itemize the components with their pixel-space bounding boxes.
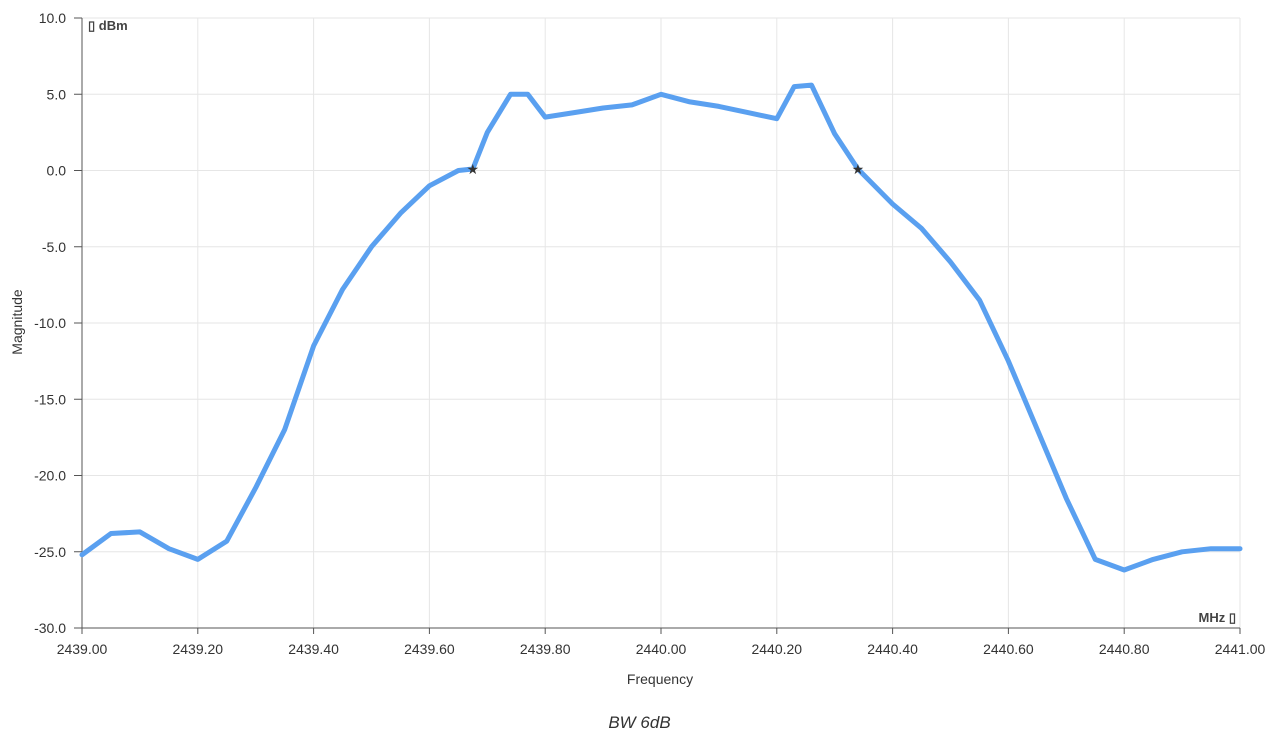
x-unit-label: MHz ▯ bbox=[1199, 610, 1236, 625]
data-point bbox=[601, 106, 605, 110]
data-point bbox=[659, 92, 663, 96]
data-point bbox=[254, 486, 258, 490]
y-unit-text: dBm bbox=[99, 18, 128, 33]
x-tick-label: 2439.80 bbox=[520, 641, 571, 657]
data-point bbox=[196, 557, 200, 561]
y-tick-label: -15.0 bbox=[34, 391, 66, 407]
x-tick-label: 2439.60 bbox=[404, 641, 455, 657]
x-tick-label: 2440.00 bbox=[636, 641, 687, 657]
data-point bbox=[471, 167, 475, 171]
data-point bbox=[1209, 547, 1213, 551]
series-layer bbox=[79, 82, 1243, 573]
x-tick-label: 2440.80 bbox=[1099, 641, 1150, 657]
data-point bbox=[856, 167, 860, 171]
data-point bbox=[312, 344, 316, 348]
data-point bbox=[398, 211, 402, 215]
chart-caption: BW 6dB bbox=[608, 713, 671, 732]
y-tick-label: 0.0 bbox=[47, 163, 67, 179]
y-tick-label: 5.0 bbox=[47, 86, 67, 102]
data-point bbox=[977, 298, 981, 302]
data-point bbox=[572, 111, 576, 115]
bandwidth-marker-icon: ★ bbox=[852, 162, 865, 178]
marker-layer: ★ ★ bbox=[467, 162, 865, 178]
data-point bbox=[225, 539, 229, 543]
y-tick-label: 10.0 bbox=[39, 10, 66, 26]
x-tick-label: 2439.40 bbox=[288, 641, 339, 657]
data-point bbox=[80, 553, 84, 557]
y-tick-label: -5.0 bbox=[42, 239, 66, 255]
data-point bbox=[717, 104, 721, 108]
data-point bbox=[833, 132, 837, 136]
data-point bbox=[283, 428, 287, 432]
data-point bbox=[427, 184, 431, 188]
y-tick-label: -20.0 bbox=[34, 468, 66, 484]
x-unit-icon: ▯ bbox=[1225, 610, 1236, 625]
data-point bbox=[746, 111, 750, 115]
data-point bbox=[1006, 359, 1010, 363]
x-unit-text: MHz bbox=[1199, 610, 1226, 625]
data-point bbox=[109, 531, 113, 535]
data-point bbox=[810, 83, 814, 87]
x-tick-label: 2440.40 bbox=[867, 641, 918, 657]
y-unit-icon: ▯ bbox=[88, 18, 99, 33]
x-tick-label: 2439.00 bbox=[57, 641, 108, 657]
data-point bbox=[1035, 428, 1039, 432]
data-point bbox=[630, 103, 634, 107]
data-point bbox=[1151, 557, 1155, 561]
data-point bbox=[456, 169, 460, 172]
x-tick-label: 2441.00 bbox=[1215, 641, 1266, 657]
y-unit-label: ▯ dBm bbox=[88, 18, 128, 33]
data-point bbox=[792, 85, 796, 89]
data-point bbox=[949, 260, 952, 264]
x-axis-title: Frequency bbox=[627, 671, 693, 687]
data-point bbox=[526, 92, 530, 96]
data-point bbox=[370, 245, 373, 249]
bandwidth-marker-icon: ★ bbox=[467, 162, 480, 178]
data-point bbox=[1122, 568, 1126, 572]
series-line bbox=[79, 82, 1243, 573]
chart-grid bbox=[81, 17, 1241, 629]
x-tick-label: 2439.20 bbox=[172, 641, 223, 657]
data-point bbox=[167, 547, 171, 551]
data-point bbox=[1064, 496, 1068, 500]
chart-axes bbox=[74, 17, 1241, 634]
y-tick-label: -10.0 bbox=[34, 315, 66, 331]
data-point bbox=[688, 100, 692, 104]
x-tick-label: 2440.60 bbox=[983, 641, 1034, 657]
data-point bbox=[508, 92, 512, 96]
data-point bbox=[775, 117, 779, 121]
y-tick-label: -30.0 bbox=[34, 620, 66, 636]
chart: ★ ★ 2439.00 2439.20 2439.40 2439.60 2439.80 24… bbox=[9, 10, 1266, 687]
data-point bbox=[920, 226, 924, 230]
data-point bbox=[891, 202, 895, 206]
data-point bbox=[485, 130, 489, 134]
y-tick-label: -25.0 bbox=[34, 544, 66, 560]
data-point bbox=[341, 287, 345, 291]
y-axis-title: Magnitude bbox=[9, 289, 25, 355]
data-point bbox=[1180, 550, 1184, 554]
data-point bbox=[1093, 557, 1097, 561]
data-point bbox=[543, 115, 547, 119]
tick-labels: 2439.00 2439.20 2439.40 2439.60 2439.80 2440.… bbox=[34, 10, 1265, 657]
x-tick-label: 2440.20 bbox=[751, 641, 802, 657]
data-point bbox=[1238, 547, 1242, 551]
data-point bbox=[138, 530, 142, 534]
